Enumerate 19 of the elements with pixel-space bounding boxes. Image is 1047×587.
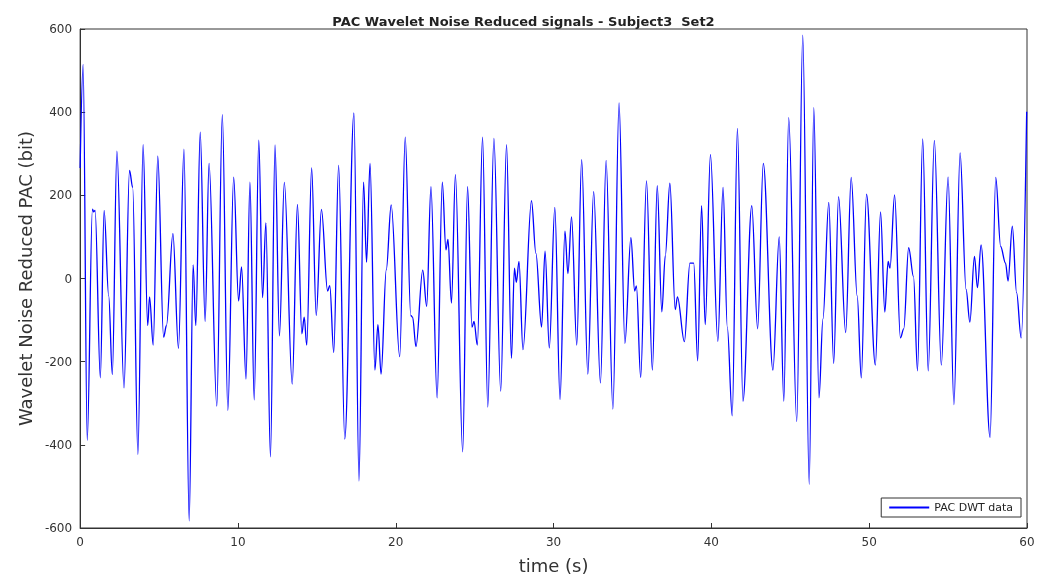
y-tick-label: -200 bbox=[44, 354, 73, 369]
x-tick-label: 50 bbox=[861, 535, 877, 549]
line-series bbox=[79, 34, 1028, 522]
legend-label: PAC DWT data bbox=[934, 501, 1013, 514]
x-tick-label: 10 bbox=[230, 535, 246, 549]
x-tick-label: 60 bbox=[1019, 535, 1035, 549]
chart-title: PAC Wavelet Noise Reduced signals - Subject3 Set2 bbox=[332, 14, 715, 29]
y-tick-label: -600 bbox=[44, 521, 73, 535]
x-tick-label: 0 bbox=[76, 535, 84, 549]
y-tick-label: 400 bbox=[49, 105, 73, 120]
y-tick-label: -400 bbox=[44, 437, 73, 452]
y-tick-label: 200 bbox=[49, 188, 73, 203]
y-tick-label: 600 bbox=[49, 22, 73, 36]
y-tick-label: 0 bbox=[64, 271, 73, 286]
x-tick-label: 30 bbox=[545, 535, 562, 549]
y-axis-title: Wavelet Noise Reduced PAC (bit) bbox=[14, 130, 36, 427]
x-tick-label: 20 bbox=[388, 535, 404, 549]
x-axis-title: time (s) bbox=[518, 554, 589, 576]
x-tick-label: 40 bbox=[703, 535, 720, 549]
